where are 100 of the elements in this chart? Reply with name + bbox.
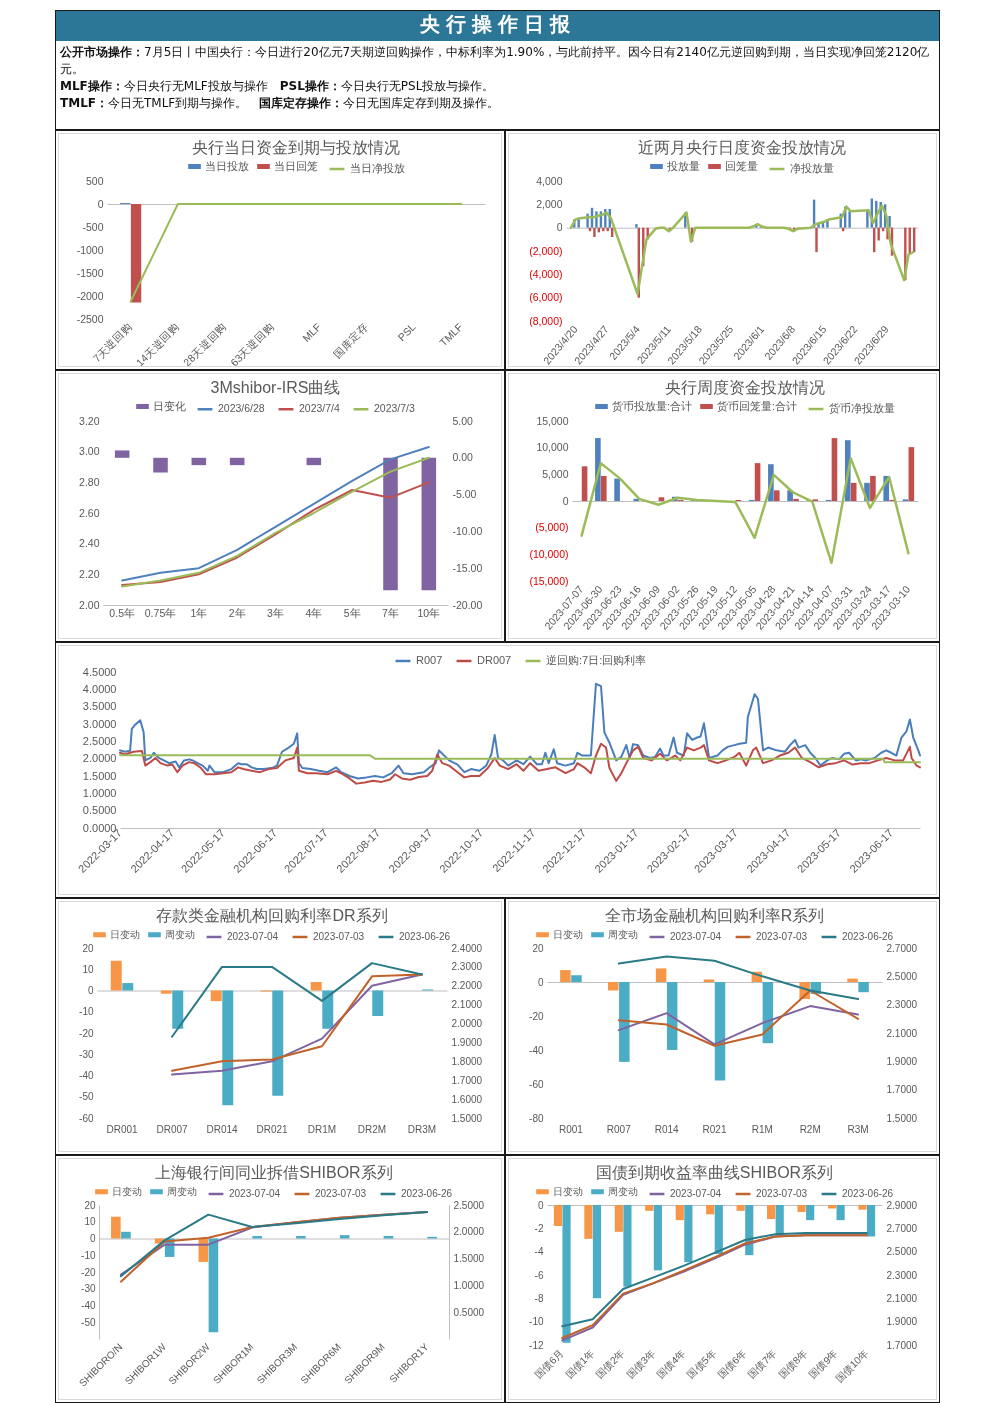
y2-tick-label: 1.5000 <box>453 1253 485 1265</box>
y-tick-label: 15,000 <box>535 414 569 427</box>
legend-label: 2023-06-26 <box>399 931 451 942</box>
y-tick-label: 2.00 <box>79 598 100 611</box>
legend-label: 货币净投放量 <box>828 402 895 414</box>
text: 国库定存操作：今日无国库定存到期及操作。 <box>259 96 500 110</box>
y-tick-label: 0 <box>97 197 104 210</box>
legend-label: 货币回笼量:合计 <box>716 399 797 412</box>
x-tick-label: 1年 <box>190 606 208 619</box>
legend-label: 日变动 <box>553 1185 583 1197</box>
y2-tick-label: -10.00 <box>452 524 483 537</box>
x-tick-label: 2年 <box>228 606 246 619</box>
legend-label: 2023-07-03 <box>314 1188 367 1199</box>
y-tick-label: -40 <box>79 1070 94 1081</box>
x-tick-label: DR2M <box>357 1123 387 1135</box>
y-tick-label: 3.0000 <box>82 717 116 730</box>
x-tick-label: 14天逆回购 <box>133 320 181 369</box>
y2-tick-label: 2.1000 <box>886 1027 918 1039</box>
x-tick-label: R021 <box>702 1123 727 1135</box>
legend-label: 日变动 <box>110 928 140 940</box>
legend-label: 净投放量 <box>789 162 834 174</box>
x-tick-label: R1M <box>751 1123 773 1135</box>
x-tick-label: 28天逆回购 <box>180 320 229 369</box>
x-tick-label: 63天逆回购 <box>227 320 276 369</box>
x-tick-label: R3M <box>847 1123 869 1135</box>
x-tick-label: DR007 <box>156 1123 188 1135</box>
y2-tick-label: 1.0000 <box>453 1279 485 1291</box>
legend-label: 2023/7/4 <box>299 402 341 415</box>
y2-tick-label: 2.2000 <box>451 980 483 992</box>
y-tick-label: 10 <box>83 1216 96 1228</box>
y-tick-label: 2.60 <box>79 506 100 519</box>
y-tick-label: -10 <box>80 1249 96 1261</box>
y2-tick-label: 1.7000 <box>886 1084 918 1096</box>
y-tick-label: -20 <box>80 1266 96 1278</box>
y-tick-label: -60 <box>529 1078 544 1090</box>
legend-label: 2023-06-26 <box>400 1188 453 1199</box>
y-tick-label: (2,000) <box>528 244 562 257</box>
y2-tick-label: 2.4000 <box>451 942 483 954</box>
y-tick-label: -2000 <box>76 289 104 302</box>
y-tick-label: -80 <box>529 1112 544 1124</box>
x-tick-label: 国库定存 <box>330 320 370 361</box>
y2-tick-label: 1.9000 <box>886 1316 918 1328</box>
y-tick-label: 0 <box>562 494 569 507</box>
y-tick-label: -8 <box>534 1292 544 1304</box>
y-tick-label: -2500 <box>76 312 104 325</box>
y-tick-label: -1500 <box>76 266 104 279</box>
legend-label: 2023/6/28 <box>218 402 265 415</box>
y-tick-label: (15,000) <box>528 574 568 587</box>
y2-tick-label: 1.6000 <box>451 1093 483 1105</box>
y-tick-label: 10,000 <box>535 441 569 454</box>
text: 公开市场操作：7月5日丨中国央行：今日进行20亿元7天期逆回购操作，中标利率为1.90%，与此前持平。因今日有2140亿元逆回购到期，当日实现净回笼2120亿元。 <box>60 45 930 76</box>
legend-label: 逆回购:7日:回购利率 <box>545 654 646 666</box>
x-tick-label: 7年 <box>382 606 399 619</box>
y2-tick-label: 2.5000 <box>886 970 918 982</box>
y-tick-label: 2.80 <box>79 475 100 488</box>
legend-label: 周变动 <box>166 1185 197 1197</box>
y2-tick-label: 2.7000 <box>886 942 918 954</box>
y2-tick-label: 1.9000 <box>451 1036 483 1048</box>
chart-title: 上海银行间同业拆借SHIBOR系列 <box>154 1164 393 1181</box>
x-tick-label: DR014 <box>206 1123 238 1135</box>
y-tick-label: -2 <box>534 1222 544 1234</box>
legend-label: 日变化 <box>153 399 186 412</box>
y2-tick-label: -15.00 <box>452 561 483 574</box>
y-tick-label: -4 <box>534 1246 544 1258</box>
legend-label: 周变动 <box>165 928 195 940</box>
y2-tick-label: 2.5000 <box>886 1246 918 1258</box>
y-tick-label: 4,000 <box>535 174 563 187</box>
text: PSL操作：今日央行无PSL投放与操作。 <box>279 79 495 93</box>
legend-label: 货币投放量:合计 <box>611 399 692 412</box>
y2-tick-label: -20.00 <box>452 598 483 611</box>
y-tick-label: -500 <box>81 220 104 233</box>
y2-tick-label: 0.5000 <box>453 1306 485 1318</box>
y2-tick-label: 2.1000 <box>451 999 483 1011</box>
y2-tick-label: 2.3000 <box>886 999 918 1011</box>
y-tick-label: (10,000) <box>528 547 568 560</box>
x-tick-label: R007 <box>606 1123 632 1135</box>
legend-label: 2023-07-04 <box>670 1188 722 1199</box>
y-tick-label: 0 <box>89 1233 96 1244</box>
y2-tick-label: 2.7000 <box>886 1222 918 1234</box>
y-tick-label: 0 <box>537 976 544 988</box>
chart-title: 央行周度资金投放情况 <box>664 379 825 396</box>
y-tick-label: 10 <box>82 963 94 975</box>
y2-tick-label: 2.3000 <box>886 1269 918 1281</box>
chart-title: 央行当日资金到期与投放情况 <box>191 139 400 156</box>
y-tick-label: -40 <box>80 1300 96 1311</box>
text: 央行操作日报 <box>419 12 576 36</box>
y-tick-label: -50 <box>80 1316 96 1328</box>
chart-title: 存款类金融机构回购利率DR系列 <box>156 907 388 924</box>
x-tick-label: 3年 <box>267 606 284 619</box>
y-tick-label: 3.00 <box>79 445 100 458</box>
x-tick-label: R001 <box>558 1123 584 1135</box>
y-tick-label: -1000 <box>76 243 104 256</box>
y2-tick-label: 1.7000 <box>886 1339 918 1351</box>
legend-label: DR007 <box>476 654 511 666</box>
chart-title: 3Mshibor-IRS曲线 <box>210 379 341 396</box>
y-tick-label: 500 <box>85 174 104 187</box>
legend-label: 当日净投放 <box>349 162 405 174</box>
x-tick-label: DR001 <box>106 1123 138 1135</box>
legend-label: 2023-07-03 <box>756 931 808 942</box>
x-tick-label: DR1M <box>307 1123 337 1135</box>
